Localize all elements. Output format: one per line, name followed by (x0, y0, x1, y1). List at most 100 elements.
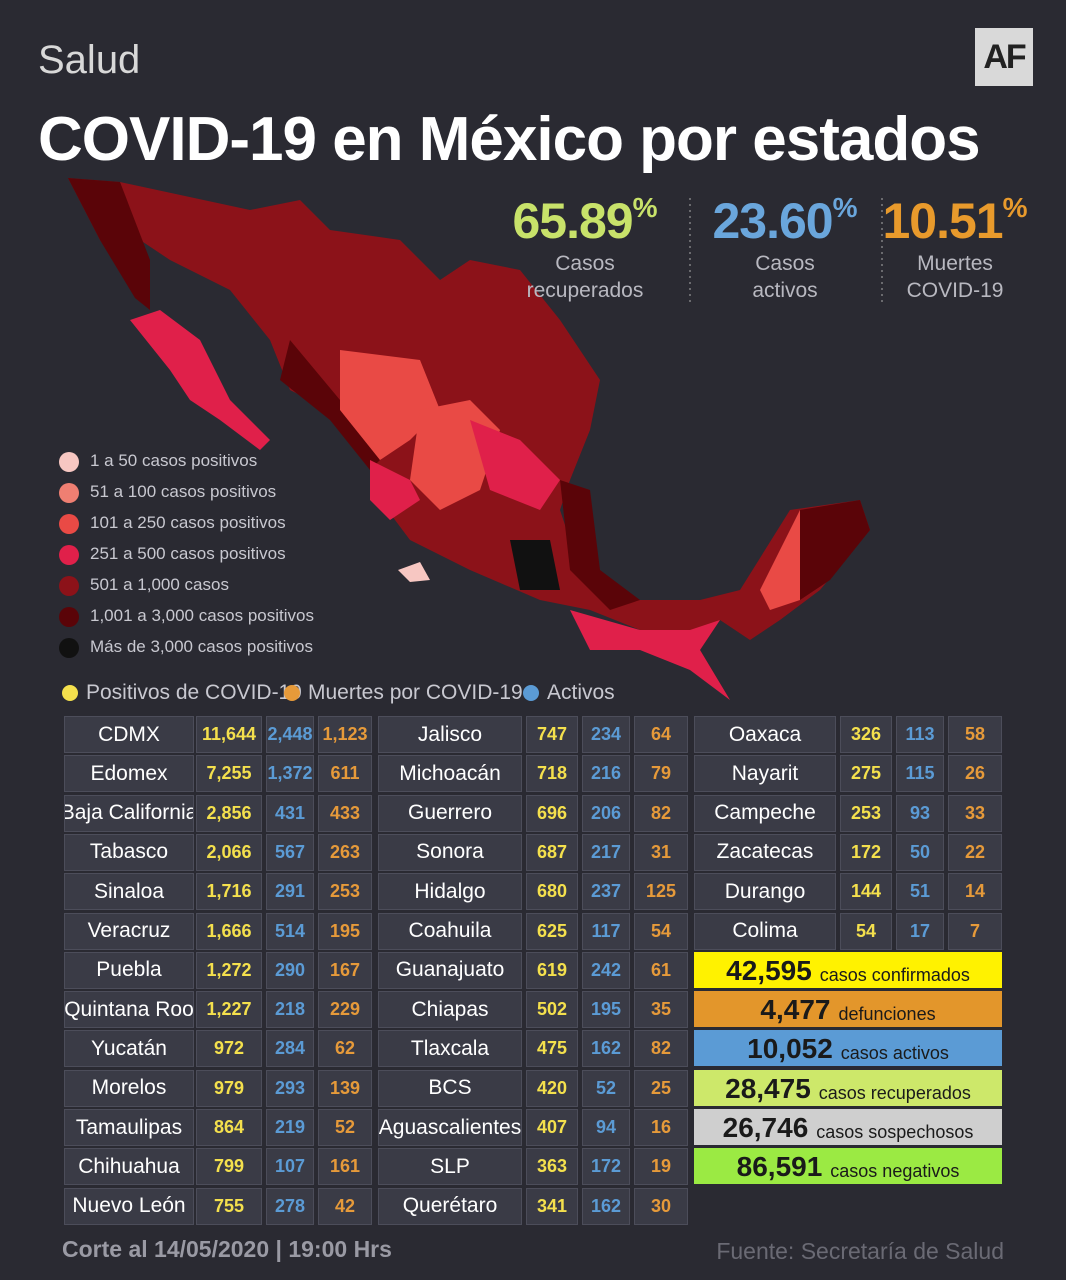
number-cell: 290 (266, 951, 314, 989)
source: Fuente: Secretaría de Salud (716, 1238, 1004, 1264)
stat: 23.60% Casos activos (665, 192, 905, 304)
number-cell: 50 (896, 833, 944, 871)
state-cell: Aguascalientes (378, 1109, 522, 1146)
number-cell: 195 (582, 991, 630, 1029)
number-cell: 33 (948, 794, 1002, 832)
state-cell: CDMX (64, 716, 194, 753)
summary-value: 10,052 (747, 1033, 833, 1065)
number-cell: 718 (526, 755, 578, 793)
number-cell: 755 (196, 1187, 262, 1225)
number-cell: 7 (948, 912, 1002, 950)
legend-dot (62, 685, 78, 701)
state-cell: Tabasco (64, 833, 194, 871)
number-cell: 125 (634, 873, 688, 911)
number-cell: 291 (266, 873, 314, 911)
state-cell: Baja California (64, 794, 194, 832)
number-cell: 62 (318, 1030, 372, 1068)
number-cell: 30 (634, 1187, 688, 1225)
number-cell: 35 (634, 991, 688, 1029)
number-cell: 687 (526, 833, 578, 871)
number-cell: 93 (896, 794, 944, 832)
number-cell: 680 (526, 873, 578, 911)
state-cell: Michoacán (378, 755, 522, 793)
map-state (398, 562, 430, 582)
number-cell: 275 (840, 755, 892, 793)
state-cell: Colima (694, 912, 836, 950)
number-cell: 51 (896, 873, 944, 911)
number-cell: 107 (266, 1148, 314, 1186)
number-cell: 54 (634, 912, 688, 950)
number-cell: 161 (318, 1148, 372, 1186)
legend-dot (59, 576, 79, 596)
number-cell: 979 (196, 1069, 262, 1107)
number-cell: 31 (634, 833, 688, 871)
number-cell: 263 (318, 833, 372, 871)
number-cell: 407 (526, 1109, 578, 1146)
state-cell: BCS (378, 1069, 522, 1107)
number-cell: 278 (266, 1187, 314, 1225)
state-cell: Jalisco (378, 716, 522, 753)
state-cell: Edomex (64, 755, 194, 793)
map-state (68, 178, 150, 310)
stat-label: COVID-19 (906, 279, 1004, 302)
map-state (570, 610, 730, 700)
number-cell: 172 (582, 1148, 630, 1186)
stat-label: Muertes (917, 252, 993, 275)
number-cell: 253 (318, 873, 372, 911)
number-cell: 972 (196, 1030, 262, 1068)
map-state (280, 340, 380, 470)
number-cell: 253 (840, 794, 892, 832)
number-cell: 61 (634, 951, 688, 989)
number-cell: 284 (266, 1030, 314, 1068)
number-cell: 26 (948, 755, 1002, 793)
summary-box: 86,591 casos negativos (694, 1148, 1002, 1185)
legend-label: 251 a 500 casos positivos (90, 544, 286, 563)
state-cell: Tlaxcala (378, 1030, 522, 1068)
state-cell: Nayarit (694, 755, 836, 793)
number-cell: 625 (526, 912, 578, 950)
legend-label: 1,001 a 3,000 casos positivos (90, 606, 314, 625)
legend-dot (59, 545, 79, 565)
summary-label: casos confirmados (819, 964, 970, 985)
number-cell: 1,272 (196, 951, 262, 989)
number-cell: 64 (634, 716, 688, 753)
number-cell: 162 (582, 1030, 630, 1068)
number-cell: 1,227 (196, 991, 262, 1029)
summary-box: 26,746 casos sospechosos (694, 1109, 1002, 1145)
summary-label: casos negativos (830, 1161, 960, 1182)
number-cell: 7,255 (196, 755, 262, 793)
number-cell: 363 (526, 1148, 578, 1186)
stat: 10.51% Muertes COVID-19 (835, 192, 1066, 304)
number-cell: 25 (634, 1069, 688, 1107)
number-cell: 82 (634, 1030, 688, 1068)
summary-value: 4,477 (760, 994, 831, 1026)
number-cell: 52 (582, 1069, 630, 1107)
legend-dot (59, 483, 79, 503)
number-cell: 1,372 (266, 755, 314, 793)
number-cell: 431 (266, 794, 314, 832)
number-cell: 79 (634, 755, 688, 793)
summary-label: casos activos (840, 1043, 949, 1064)
number-cell: 514 (266, 912, 314, 950)
legend-dot (284, 685, 300, 701)
legend-dot (59, 514, 79, 534)
number-cell: 52 (318, 1109, 372, 1146)
state-cell: Chiapas (378, 991, 522, 1029)
map-state (800, 500, 870, 600)
stat-label: Casos (755, 252, 815, 275)
state-cell: Veracruz (64, 912, 194, 950)
number-cell: 696 (526, 794, 578, 832)
legend-label: Activos (547, 681, 615, 704)
number-cell: 2,066 (196, 833, 262, 871)
map-state (510, 540, 560, 590)
number-cell: 799 (196, 1148, 262, 1186)
number-cell: 16 (634, 1109, 688, 1146)
number-cell: 237 (582, 873, 630, 911)
number-cell: 54 (840, 912, 892, 950)
number-cell: 216 (582, 755, 630, 793)
summary-box: 28,475 casos recuperados (694, 1069, 1002, 1106)
summary-label: casos sospechosos (816, 1122, 974, 1142)
state-cell: Campeche (694, 794, 836, 832)
state-cell: Puebla (64, 951, 194, 989)
number-cell: 2,856 (196, 794, 262, 832)
